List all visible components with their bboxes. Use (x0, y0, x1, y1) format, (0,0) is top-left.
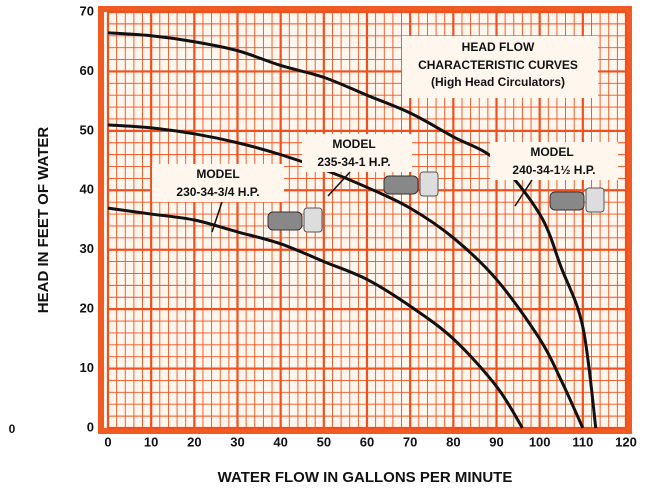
y-tick-label: 60 (80, 63, 94, 78)
annotation: 235-34-1 H.P. (317, 155, 390, 169)
annotation: MODEL (196, 167, 239, 181)
x-tick-label: 30 (230, 434, 244, 449)
y-tick-label: 30 (80, 241, 94, 256)
x-tick-label: 90 (489, 434, 503, 449)
annotation: 0 (9, 422, 16, 436)
pump-icon (268, 212, 302, 230)
y-axis-label: HEAD IN FEET OF WATER (35, 127, 52, 314)
x-tick-label: 0 (104, 434, 111, 449)
y-tick-label: 70 (80, 3, 94, 18)
x-tick-label: 10 (144, 434, 158, 449)
x-tick-label: 50 (317, 434, 331, 449)
pump-icon (304, 208, 322, 232)
pump-icon (420, 172, 438, 196)
x-tick-label: 60 (360, 434, 374, 449)
x-tick-label: 120 (615, 434, 637, 449)
y-tick-label: 50 (80, 122, 94, 137)
y-tick-label: 0 (87, 419, 94, 434)
x-axis-label: WATER FLOW IN GALLONS PER MINUTE (218, 469, 513, 486)
annotation: (High Head Circulators) (431, 75, 565, 89)
annotation: CHARACTERISTIC CURVES (418, 58, 578, 72)
annotation: 240-34-1½ H.P. (512, 163, 595, 177)
x-tick-label: 20 (187, 434, 201, 449)
x-tick-label: 110 (572, 434, 593, 449)
x-tick-label: 80 (446, 434, 460, 449)
pump-icon (550, 192, 584, 210)
y-tick-label: 20 (80, 301, 94, 316)
x-tick-label: 40 (273, 434, 287, 449)
chart: WATER FLOW IN GALLONS PER MINUTE HEAD IN… (0, 0, 654, 496)
annotation: HEAD FLOW (462, 40, 535, 54)
x-tick-label: 70 (403, 434, 417, 449)
y-tick-label: 40 (80, 182, 94, 197)
annotation: MODEL (530, 145, 573, 159)
annotation: MODEL (332, 137, 375, 151)
x-tick-label: 100 (529, 434, 551, 449)
pump-icon (384, 176, 418, 194)
annotation: 230-34-3/4 H.P. (176, 185, 259, 199)
y-tick-label: 10 (80, 360, 94, 375)
pump-icon (586, 188, 604, 212)
